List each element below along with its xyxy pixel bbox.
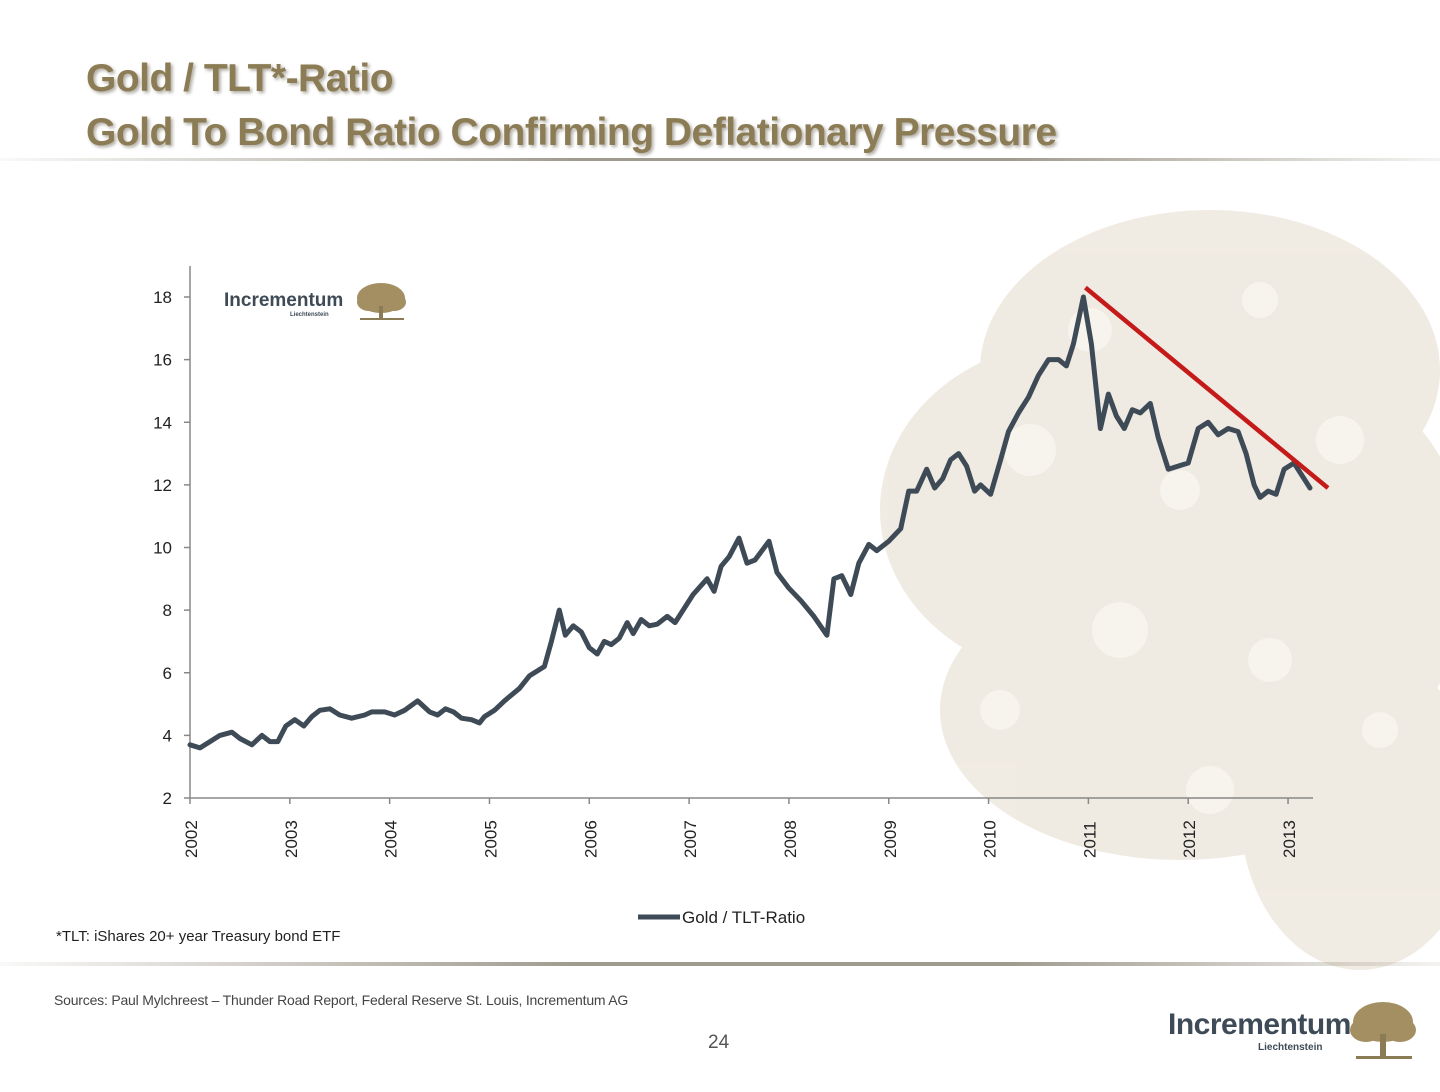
page-subtitle: Gold To Bond Ratio Confirming Deflationa…: [86, 111, 1057, 154]
y-tick-label: 16: [153, 351, 172, 370]
x-tick-label: 2009: [881, 820, 900, 858]
chart-logo-text: Incrementum: [224, 290, 343, 311]
chart-legend: Gold / TLT-Ratio: [638, 908, 805, 927]
sources-text: Sources: Paul Mylchreest – Thunder Road …: [54, 992, 629, 1008]
chart-logo-subtext: Liechtenstein: [290, 312, 329, 318]
legend-label: Gold / TLT-Ratio: [682, 908, 805, 927]
title-block: Gold / TLT*-Ratio Gold To Bond Ratio Con…: [86, 52, 1057, 160]
x-tick-label: 2012: [1180, 820, 1199, 858]
y-tick-label: 14: [153, 413, 172, 432]
y-tick-label: 6: [163, 664, 172, 683]
chart-logo: Incrementum Liechtenstein: [224, 283, 406, 320]
chart-logo-tree-icon: [357, 283, 406, 320]
title-divider: [0, 158, 1440, 161]
chart-series: [187, 294, 1313, 751]
brand-logo-subtext: Liechtenstein: [1258, 1042, 1323, 1053]
brand-logo: Incrementum Liechtenstein: [1168, 1002, 1418, 1068]
y-tick-label: 2: [163, 789, 172, 808]
x-tick-label: 2007: [681, 820, 700, 858]
brand-logo-text: Incrementum: [1168, 1008, 1351, 1041]
y-tick-label: 10: [153, 539, 172, 558]
y-tick-label: 12: [153, 476, 172, 495]
x-tick-label: 2005: [481, 820, 500, 858]
x-tick-label: 2010: [981, 820, 1000, 858]
y-tick-label: 4: [163, 726, 172, 745]
x-tick-label: 2008: [781, 820, 800, 858]
x-tick-label: 2002: [182, 820, 201, 858]
trendline-segment: [1083, 285, 1330, 490]
x-tick-label: 2006: [581, 820, 600, 858]
x-tick-label: 2013: [1280, 820, 1299, 858]
footnote: *TLT: iShares 20+ year Treasury bond ETF: [56, 928, 341, 945]
x-axis: 2002 2003 2004 2005 2006 2007 2008 2009 2010 2011…: [182, 797, 1313, 858]
brand-tree-icon: [1350, 1002, 1416, 1059]
background-tree-watermark: [880, 210, 1440, 970]
footer-divider: [0, 962, 1440, 966]
x-tick-label: 2004: [382, 820, 401, 858]
x-tick-label: 2003: [282, 820, 301, 858]
y-tick-label: 18: [153, 288, 172, 307]
x-tick-label: 2011: [1080, 821, 1099, 858]
series-line: [187, 294, 1313, 751]
y-axis: 2 4 6 8 10 12 14 16 18: [153, 266, 191, 808]
page-number: 24: [708, 1032, 730, 1053]
page-title: Gold / TLT*-Ratio: [86, 57, 394, 100]
y-tick-label: 8: [163, 601, 172, 620]
trendline: [1083, 285, 1330, 490]
